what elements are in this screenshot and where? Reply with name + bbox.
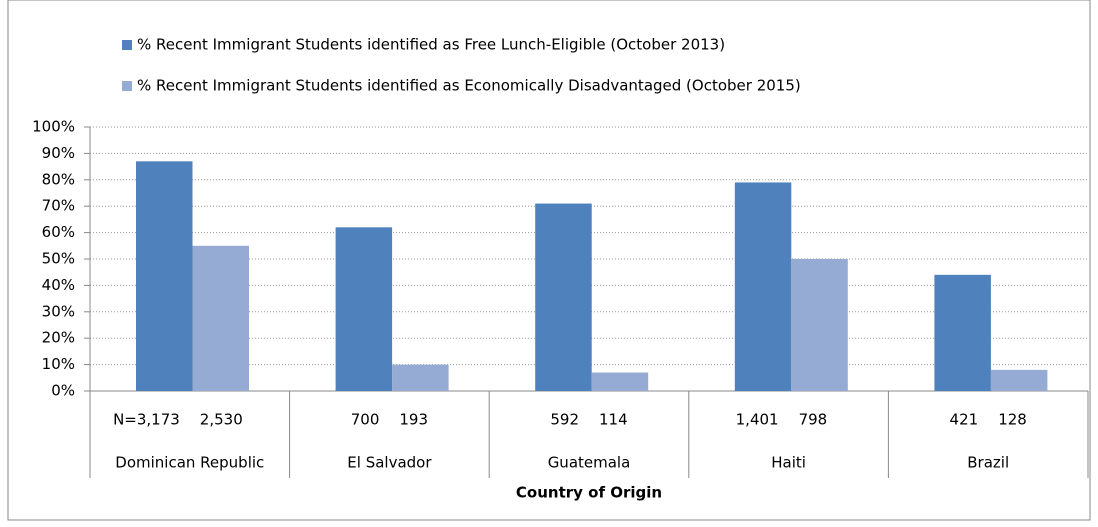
bar bbox=[990, 369, 1048, 391]
legend-swatch bbox=[122, 40, 132, 50]
n-label: 421 bbox=[950, 411, 979, 429]
legend-swatch bbox=[122, 81, 132, 91]
bar bbox=[791, 259, 848, 391]
n-label: 700 bbox=[351, 411, 380, 429]
y-tick-label: 20% bbox=[42, 329, 75, 347]
bar bbox=[734, 182, 792, 391]
bar bbox=[934, 274, 991, 391]
y-tick-label: 60% bbox=[42, 223, 75, 241]
x-tick-label: El Salvador bbox=[347, 454, 432, 472]
legend-label: % Recent Immigrant Students identified a… bbox=[137, 36, 725, 54]
n-label: 2,530 bbox=[200, 411, 243, 429]
x-tick-label: Guatemala bbox=[548, 454, 631, 472]
bar bbox=[192, 245, 249, 391]
bar bbox=[535, 203, 592, 391]
n-label: 1,401 bbox=[736, 411, 779, 429]
y-tick-label: 50% bbox=[42, 250, 75, 268]
n-label: 592 bbox=[550, 411, 579, 429]
x-axis-label: Country of Origin bbox=[516, 484, 662, 502]
bar bbox=[335, 227, 393, 391]
n-label: 193 bbox=[399, 411, 428, 429]
x-tick-label: Dominican Republic bbox=[115, 454, 264, 472]
n-label: N=3,173 bbox=[113, 411, 180, 429]
x-tick-label: Haiti bbox=[771, 454, 806, 472]
bar bbox=[392, 364, 449, 391]
y-tick-label: 40% bbox=[42, 276, 75, 294]
y-tick-label: 90% bbox=[42, 144, 75, 162]
y-tick-label: 10% bbox=[42, 355, 75, 373]
y-tick-label: 0% bbox=[51, 382, 75, 400]
y-tick-label: 80% bbox=[42, 170, 75, 188]
n-label: 798 bbox=[799, 411, 828, 429]
bar bbox=[591, 372, 649, 391]
bar bbox=[136, 161, 193, 391]
x-tick-label: Brazil bbox=[967, 454, 1009, 472]
y-tick-label: 100% bbox=[32, 118, 75, 136]
legend-label: % Recent Immigrant Students identified a… bbox=[137, 77, 801, 95]
y-tick-label: 70% bbox=[42, 197, 75, 215]
n-label: 114 bbox=[599, 411, 628, 429]
n-label: 128 bbox=[998, 411, 1027, 429]
y-tick-label: 30% bbox=[42, 302, 75, 320]
